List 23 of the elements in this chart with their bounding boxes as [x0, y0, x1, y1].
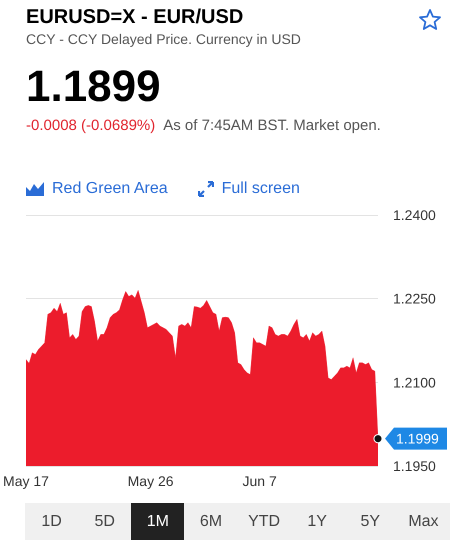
- y-tick-label: 1.2400: [393, 207, 436, 223]
- x-tick-label: May 17: [3, 473, 50, 489]
- text: 5D: [93, 512, 116, 532]
- text: Full screen: [222, 180, 300, 197]
- x-tick-label: May 26: [128, 473, 174, 489]
- text: 5Y: [360, 512, 382, 532]
- y-tick-label: 1.1950: [393, 458, 436, 474]
- text: As of 7:45AM BST. Market open.: [163, 117, 381, 134]
- text: YTD: [247, 512, 282, 532]
- text: 1.1999: [396, 430, 440, 447]
- text: Red Green Area: [52, 180, 168, 197]
- text: 1D: [40, 512, 63, 532]
- text: 1.1899: [26, 62, 161, 112]
- text: 1M: [131, 503, 184, 540]
- text: 6M: [198, 512, 224, 532]
- y-tick-label: 1.2250: [393, 290, 436, 307]
- text: -0.0008 (-0.0689%): [26, 117, 156, 134]
- text: Max: [407, 512, 440, 532]
- chart-title: EURUSD=X - EUR/USD: [26, 6, 244, 29]
- chart-subtitle: CCY - CCY Delayed Price. Currency in USD: [26, 31, 301, 47]
- x-tick-label: Jun 7: [242, 473, 277, 489]
- text: 1Y: [306, 512, 328, 532]
- y-tick-label: 1.2100: [393, 374, 436, 390]
